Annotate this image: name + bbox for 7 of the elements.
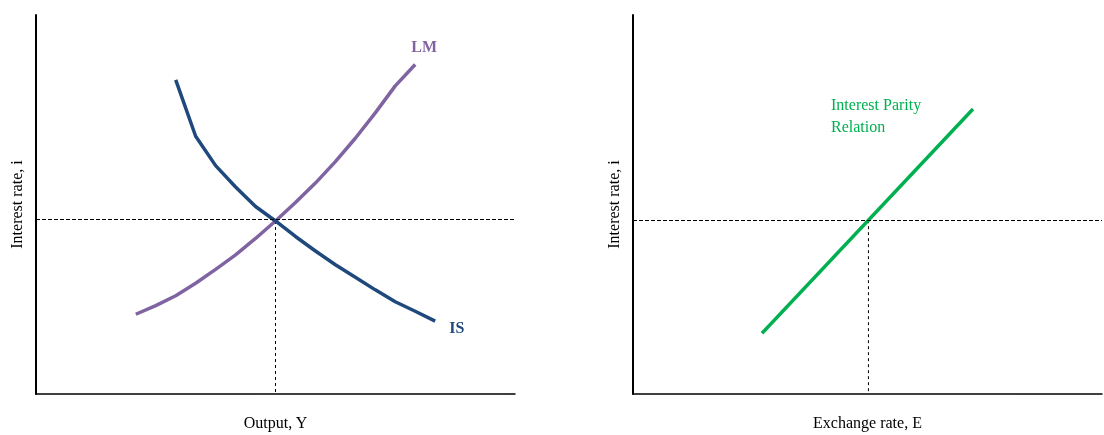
y-axis-title: Interest rate, i (7, 159, 25, 249)
y-axis-title: Interest rate, i (604, 159, 622, 249)
x-axis-title: Output, Y (243, 413, 308, 432)
series-label: IS (449, 318, 465, 336)
series-label: Interest Parity Relation (831, 95, 926, 135)
series-label: LM (411, 37, 437, 55)
x-axis-title: Exchange rate, E (813, 413, 922, 432)
